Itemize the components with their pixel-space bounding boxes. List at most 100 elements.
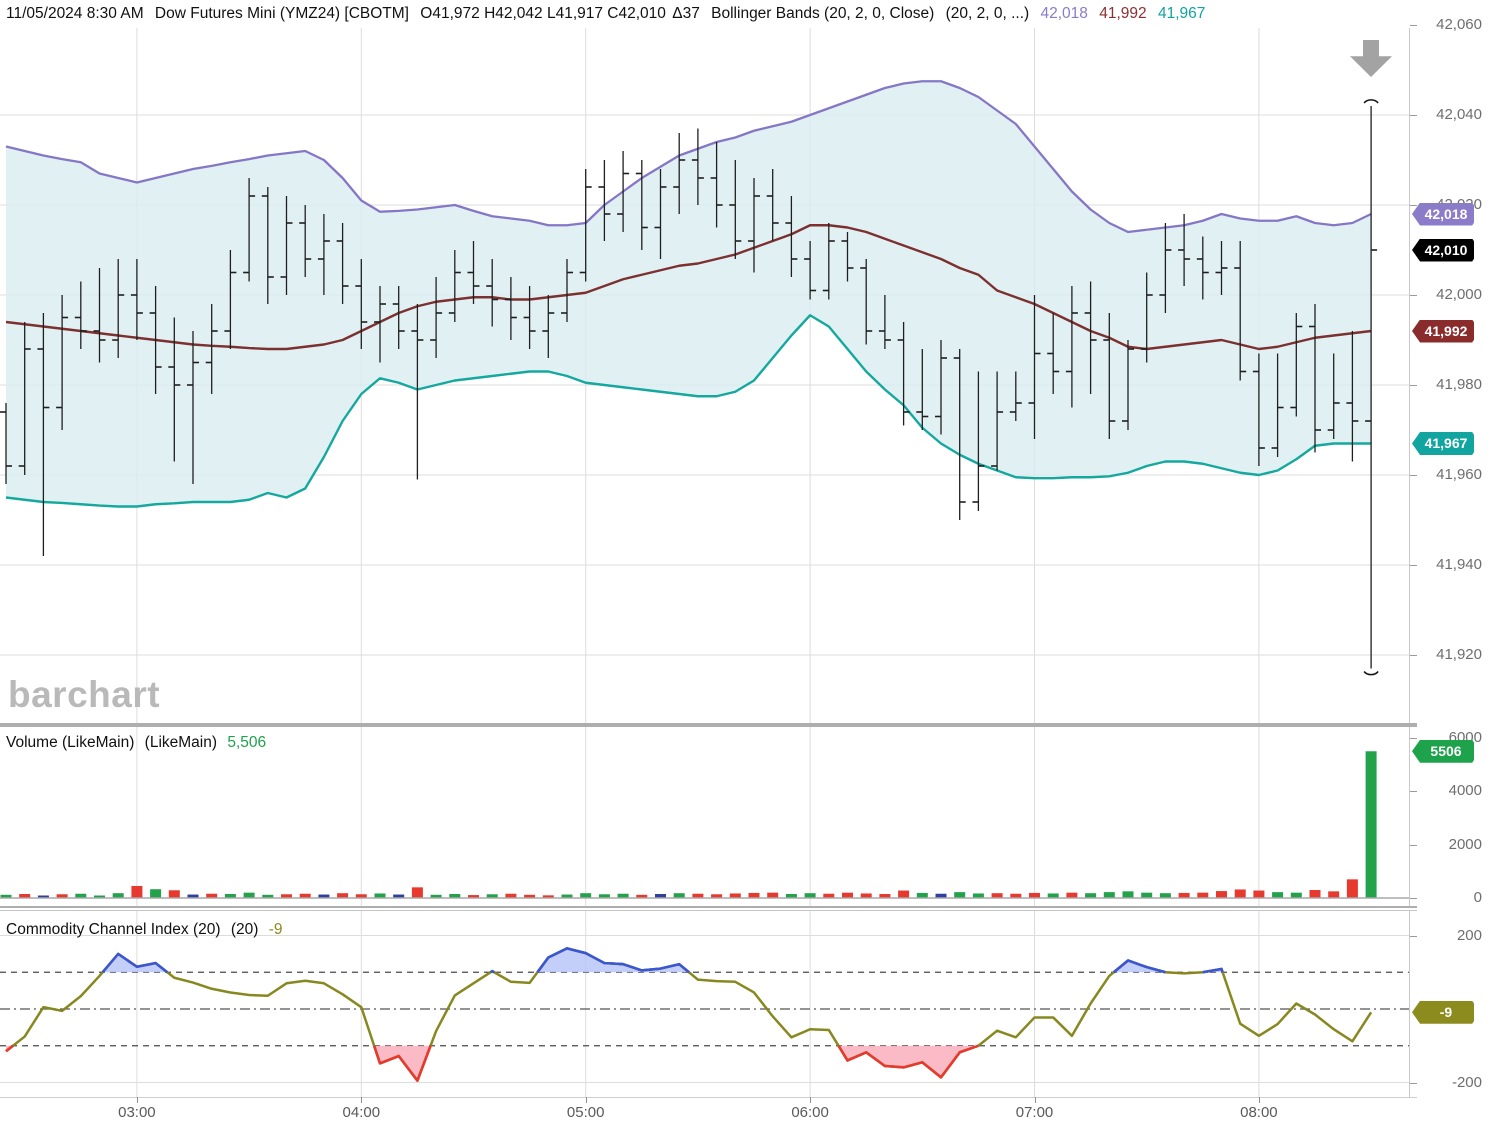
time-tick-mark	[136, 1097, 138, 1103]
header-indicator-params[interactable]: (20, 2, 0, ...)	[945, 5, 1030, 22]
volume-bar	[1029, 892, 1040, 898]
volume-bar	[318, 894, 330, 898]
panel-divider-2[interactable]	[0, 906, 1417, 908]
volume-bar	[673, 893, 685, 898]
main-price-chart[interactable]	[0, 28, 1410, 723]
cci-zone-fill	[838, 1045, 979, 1078]
volume-bar	[112, 893, 124, 898]
volume-bar	[1328, 891, 1340, 898]
cci-chart[interactable]	[0, 911, 1410, 1097]
volume-bar	[1085, 893, 1097, 898]
volume-bar	[430, 894, 442, 898]
volume-bar	[711, 894, 723, 898]
volume-bar	[19, 894, 31, 898]
volume-bar	[1122, 891, 1134, 898]
volume-bar	[1365, 751, 1377, 898]
header-bb-middle-value: 41,992	[1099, 5, 1147, 22]
barchart-logo: barchart	[8, 674, 161, 715]
volume-bar	[56, 894, 68, 898]
volume-bar	[393, 894, 405, 898]
volume-bar	[879, 894, 891, 898]
time-tick-mark	[1258, 1097, 1260, 1103]
time-tick-mark	[810, 1097, 812, 1103]
time-tick-label: 03:00	[118, 1104, 156, 1121]
time-tick-mark	[361, 1097, 363, 1103]
volume-bar	[337, 893, 349, 898]
price-tick-mark	[1410, 25, 1417, 26]
volume-bar	[168, 890, 180, 898]
header-delta: Δ37	[672, 5, 700, 22]
time-tick-mark	[1034, 1097, 1036, 1103]
volume-bar	[1216, 891, 1227, 898]
panel-divider-1[interactable]	[0, 723, 1417, 727]
header-bb-upper-value: 42,018	[1040, 5, 1088, 22]
volume-label-2[interactable]: (LikeMain)	[144, 734, 218, 751]
volume-bar	[206, 893, 218, 898]
volume-bar	[150, 889, 162, 898]
volume-bar	[842, 892, 853, 898]
price-tick-label: 42,000	[1436, 286, 1482, 303]
volume-value: 5,506	[227, 734, 267, 751]
volume-bar	[1066, 892, 1078, 898]
price-tick-label: 42,040	[1436, 106, 1482, 123]
volume-bar	[860, 893, 872, 898]
bollinger-band-fill	[6, 81, 1372, 507]
volume-bar	[916, 892, 928, 898]
volume-bar	[374, 893, 386, 898]
volume-bar	[561, 894, 573, 898]
cci-zone-fill	[374, 1045, 431, 1081]
price-badge-41992: 41,992	[1412, 319, 1474, 343]
volume-badge: 5506	[1412, 739, 1474, 763]
panel-divider-2b	[0, 910, 1417, 911]
header-bb-lower-value: 41,967	[1157, 5, 1206, 22]
price-tick-mark	[1410, 295, 1417, 296]
volume-tick-mark	[1410, 791, 1417, 793]
time-tick-mark	[585, 1097, 587, 1103]
cci-tick-label: -200	[1451, 1073, 1482, 1091]
price-tick-label: 41,980	[1436, 376, 1482, 393]
price-tick-mark	[1410, 115, 1417, 116]
time-tick-label: 07:00	[1015, 1104, 1054, 1121]
header-datetime: 11/05/2024 8:30 AM	[6, 5, 144, 22]
volume-bar	[281, 894, 292, 898]
volume-bar	[935, 893, 947, 898]
volume-bar	[299, 893, 311, 898]
volume-bar	[598, 894, 610, 898]
bollinger-upper-line	[5, 80, 1372, 234]
cci-line	[5, 947, 1373, 1082]
cci-zone-fill	[102, 953, 168, 973]
header-indicator-name[interactable]: Bollinger Bands (20, 2, 0, Close)	[711, 5, 935, 22]
x-axis-line	[0, 1097, 1417, 1098]
price-tick-label: 41,920	[1436, 646, 1482, 663]
price-badge-42018: 42,018	[1412, 202, 1474, 226]
volume-bar	[243, 892, 255, 898]
volume-bar	[75, 893, 87, 898]
volume-chart[interactable]	[0, 727, 1410, 906]
price-tick-mark	[1410, 565, 1417, 566]
volume-bar	[1253, 890, 1265, 898]
price-tick-mark	[1410, 655, 1417, 656]
volume-bar	[748, 892, 760, 898]
volume-bar	[1159, 893, 1171, 898]
cci-zone-fill	[537, 948, 689, 973]
volume-bar	[1010, 893, 1022, 898]
volume-label[interactable]: Volume (LikeMain)	[6, 734, 135, 751]
header-ohlc: O41,972 H42,042 L41,917 C42,010	[420, 5, 666, 22]
cci-panel-label: Commodity Channel Index (20) (20) -9	[6, 921, 289, 939]
volume-bar	[991, 893, 1003, 898]
cci-label[interactable]: Commodity Channel Index (20)	[6, 921, 221, 938]
volume-bar	[1197, 892, 1209, 898]
price-tick-label: 41,960	[1436, 466, 1482, 483]
volume-bar	[1178, 892, 1190, 898]
time-tick-label: 05:00	[566, 1104, 605, 1121]
volume-panel-label: Volume (LikeMain) (LikeMain) 5,506	[6, 734, 272, 752]
volume-bar	[262, 894, 274, 898]
volume-bar	[954, 892, 966, 898]
chart-header: 11/05/2024 8:30 AM Dow Futures Mini (YMZ…	[6, 5, 1212, 23]
volume-bar	[580, 893, 592, 898]
cci-badge: -9	[1412, 1000, 1474, 1024]
cci-label-2[interactable]: (20)	[230, 921, 259, 938]
volume-bar	[1234, 889, 1246, 898]
time-tick-label: 08:00	[1240, 1104, 1278, 1121]
